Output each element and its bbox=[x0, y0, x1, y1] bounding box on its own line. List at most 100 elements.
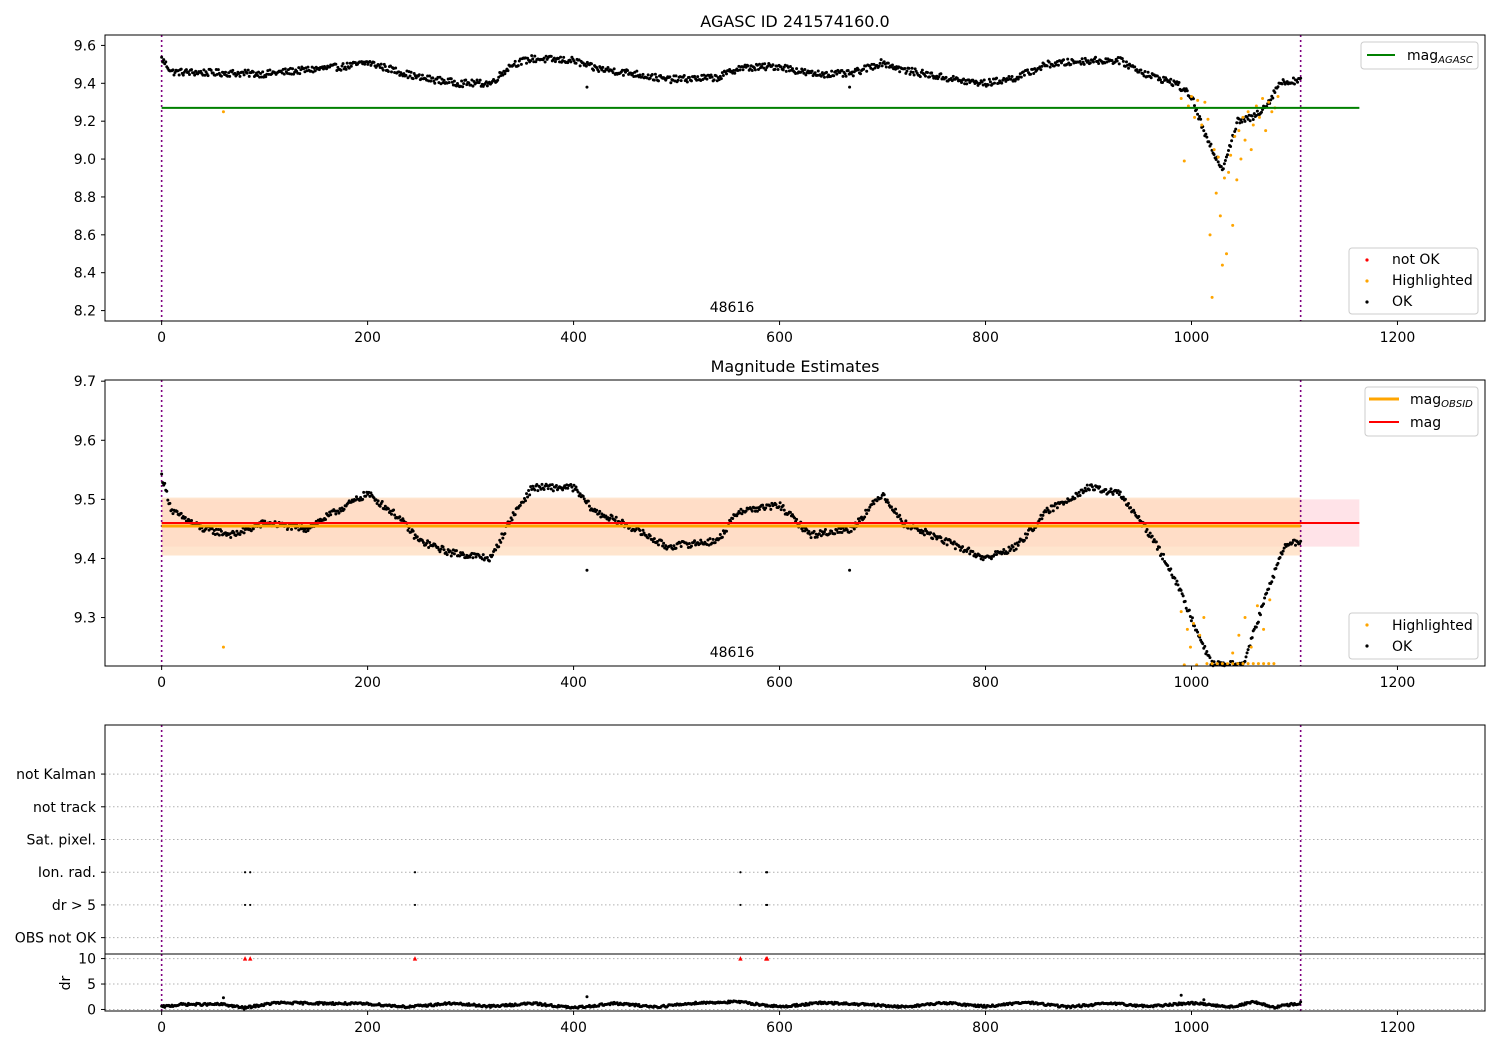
data-point bbox=[536, 489, 540, 493]
data-point bbox=[781, 504, 785, 508]
data-point bbox=[662, 541, 666, 545]
data-point bbox=[1170, 573, 1174, 577]
data-point bbox=[913, 67, 917, 71]
data-point bbox=[908, 72, 912, 76]
data-point bbox=[971, 549, 975, 553]
data-point bbox=[376, 499, 380, 503]
series-highlighted bbox=[221, 598, 1276, 667]
data-point bbox=[543, 60, 547, 64]
data-point bbox=[478, 78, 482, 82]
data-point bbox=[251, 70, 255, 74]
data-point bbox=[1264, 129, 1268, 133]
data-point bbox=[406, 528, 410, 532]
data-point bbox=[912, 73, 916, 77]
data-point bbox=[1117, 493, 1121, 497]
data-point bbox=[613, 519, 617, 523]
data-point bbox=[329, 513, 333, 517]
data-point bbox=[585, 995, 589, 999]
data-point bbox=[1202, 998, 1206, 1002]
data-point bbox=[638, 73, 642, 77]
data-point bbox=[161, 60, 165, 64]
data-point bbox=[428, 540, 432, 544]
data-point bbox=[243, 871, 247, 874]
data-point bbox=[1198, 633, 1202, 637]
data-point bbox=[848, 85, 852, 89]
panel2-legend-obsid-label: magOBSID bbox=[1410, 392, 1473, 410]
x-tick-label: 0 bbox=[157, 330, 166, 346]
data-point bbox=[1118, 490, 1122, 494]
panel1-legend-agasc-subscript: AGASC bbox=[1437, 55, 1473, 66]
data-point bbox=[1225, 153, 1229, 157]
data-point bbox=[1158, 78, 1162, 82]
data-point bbox=[696, 75, 700, 79]
data-point bbox=[1120, 57, 1124, 61]
data-point bbox=[1040, 64, 1044, 68]
data-point bbox=[521, 500, 525, 504]
data-point bbox=[1193, 115, 1197, 119]
data-point bbox=[1056, 63, 1060, 67]
data-point bbox=[929, 531, 933, 535]
data-point bbox=[1243, 119, 1247, 123]
data-point bbox=[1226, 662, 1230, 666]
data-point bbox=[420, 73, 424, 77]
data-point bbox=[1251, 662, 1255, 666]
data-point bbox=[1181, 594, 1185, 598]
data-point bbox=[501, 536, 505, 540]
data-point bbox=[1161, 557, 1165, 561]
data-point bbox=[1025, 532, 1029, 536]
data-point bbox=[1201, 642, 1205, 646]
data-point bbox=[841, 74, 845, 78]
data-point bbox=[862, 67, 866, 71]
data-point bbox=[160, 55, 164, 59]
data-point bbox=[832, 74, 836, 78]
data-point bbox=[953, 547, 957, 551]
data-point bbox=[879, 496, 883, 500]
data-point bbox=[1077, 490, 1081, 494]
x-tick-label: 0 bbox=[157, 675, 166, 691]
data-point bbox=[527, 488, 531, 492]
data-point bbox=[1182, 159, 1186, 163]
data-point bbox=[1281, 549, 1285, 553]
data-point bbox=[566, 486, 570, 490]
data-point bbox=[705, 77, 709, 81]
data-point bbox=[739, 871, 742, 874]
data-point bbox=[1248, 119, 1252, 123]
data-point bbox=[930, 71, 934, 75]
data-point bbox=[1004, 79, 1008, 83]
data-point bbox=[582, 497, 586, 501]
data-point bbox=[538, 485, 542, 489]
data-point bbox=[477, 81, 481, 85]
data-point bbox=[830, 69, 834, 73]
data-point bbox=[574, 61, 578, 65]
data-point bbox=[889, 505, 893, 509]
data-point bbox=[393, 513, 397, 517]
data-point bbox=[1207, 140, 1211, 144]
data-point bbox=[1169, 77, 1173, 81]
data-point bbox=[461, 85, 465, 89]
data-point bbox=[1239, 157, 1243, 161]
data-point bbox=[1085, 483, 1089, 487]
x-tick-label: 200 bbox=[354, 330, 381, 346]
data-point bbox=[411, 77, 415, 81]
data-point bbox=[1052, 504, 1056, 508]
data-point bbox=[973, 552, 977, 556]
data-point bbox=[470, 78, 474, 82]
data-point bbox=[1233, 134, 1237, 138]
panel3-ticks: OBS not OK dr > 5 Ion. rad. Sat. pixel. not … bbox=[15, 767, 105, 947]
data-point bbox=[217, 533, 221, 537]
data-point bbox=[282, 72, 286, 76]
data-point bbox=[1111, 492, 1115, 496]
x-tick-label: 400 bbox=[560, 330, 587, 346]
data-point bbox=[868, 505, 872, 509]
data-point bbox=[741, 68, 745, 72]
data-point bbox=[728, 67, 732, 71]
data-point bbox=[383, 504, 387, 508]
y-tick-label: OBS not OK bbox=[15, 931, 97, 947]
data-point bbox=[485, 84, 489, 88]
data-point bbox=[711, 537, 715, 541]
data-point bbox=[388, 64, 392, 68]
data-point bbox=[177, 73, 181, 77]
data-point bbox=[334, 62, 338, 66]
data-point bbox=[1060, 61, 1064, 65]
data-point bbox=[554, 484, 558, 488]
